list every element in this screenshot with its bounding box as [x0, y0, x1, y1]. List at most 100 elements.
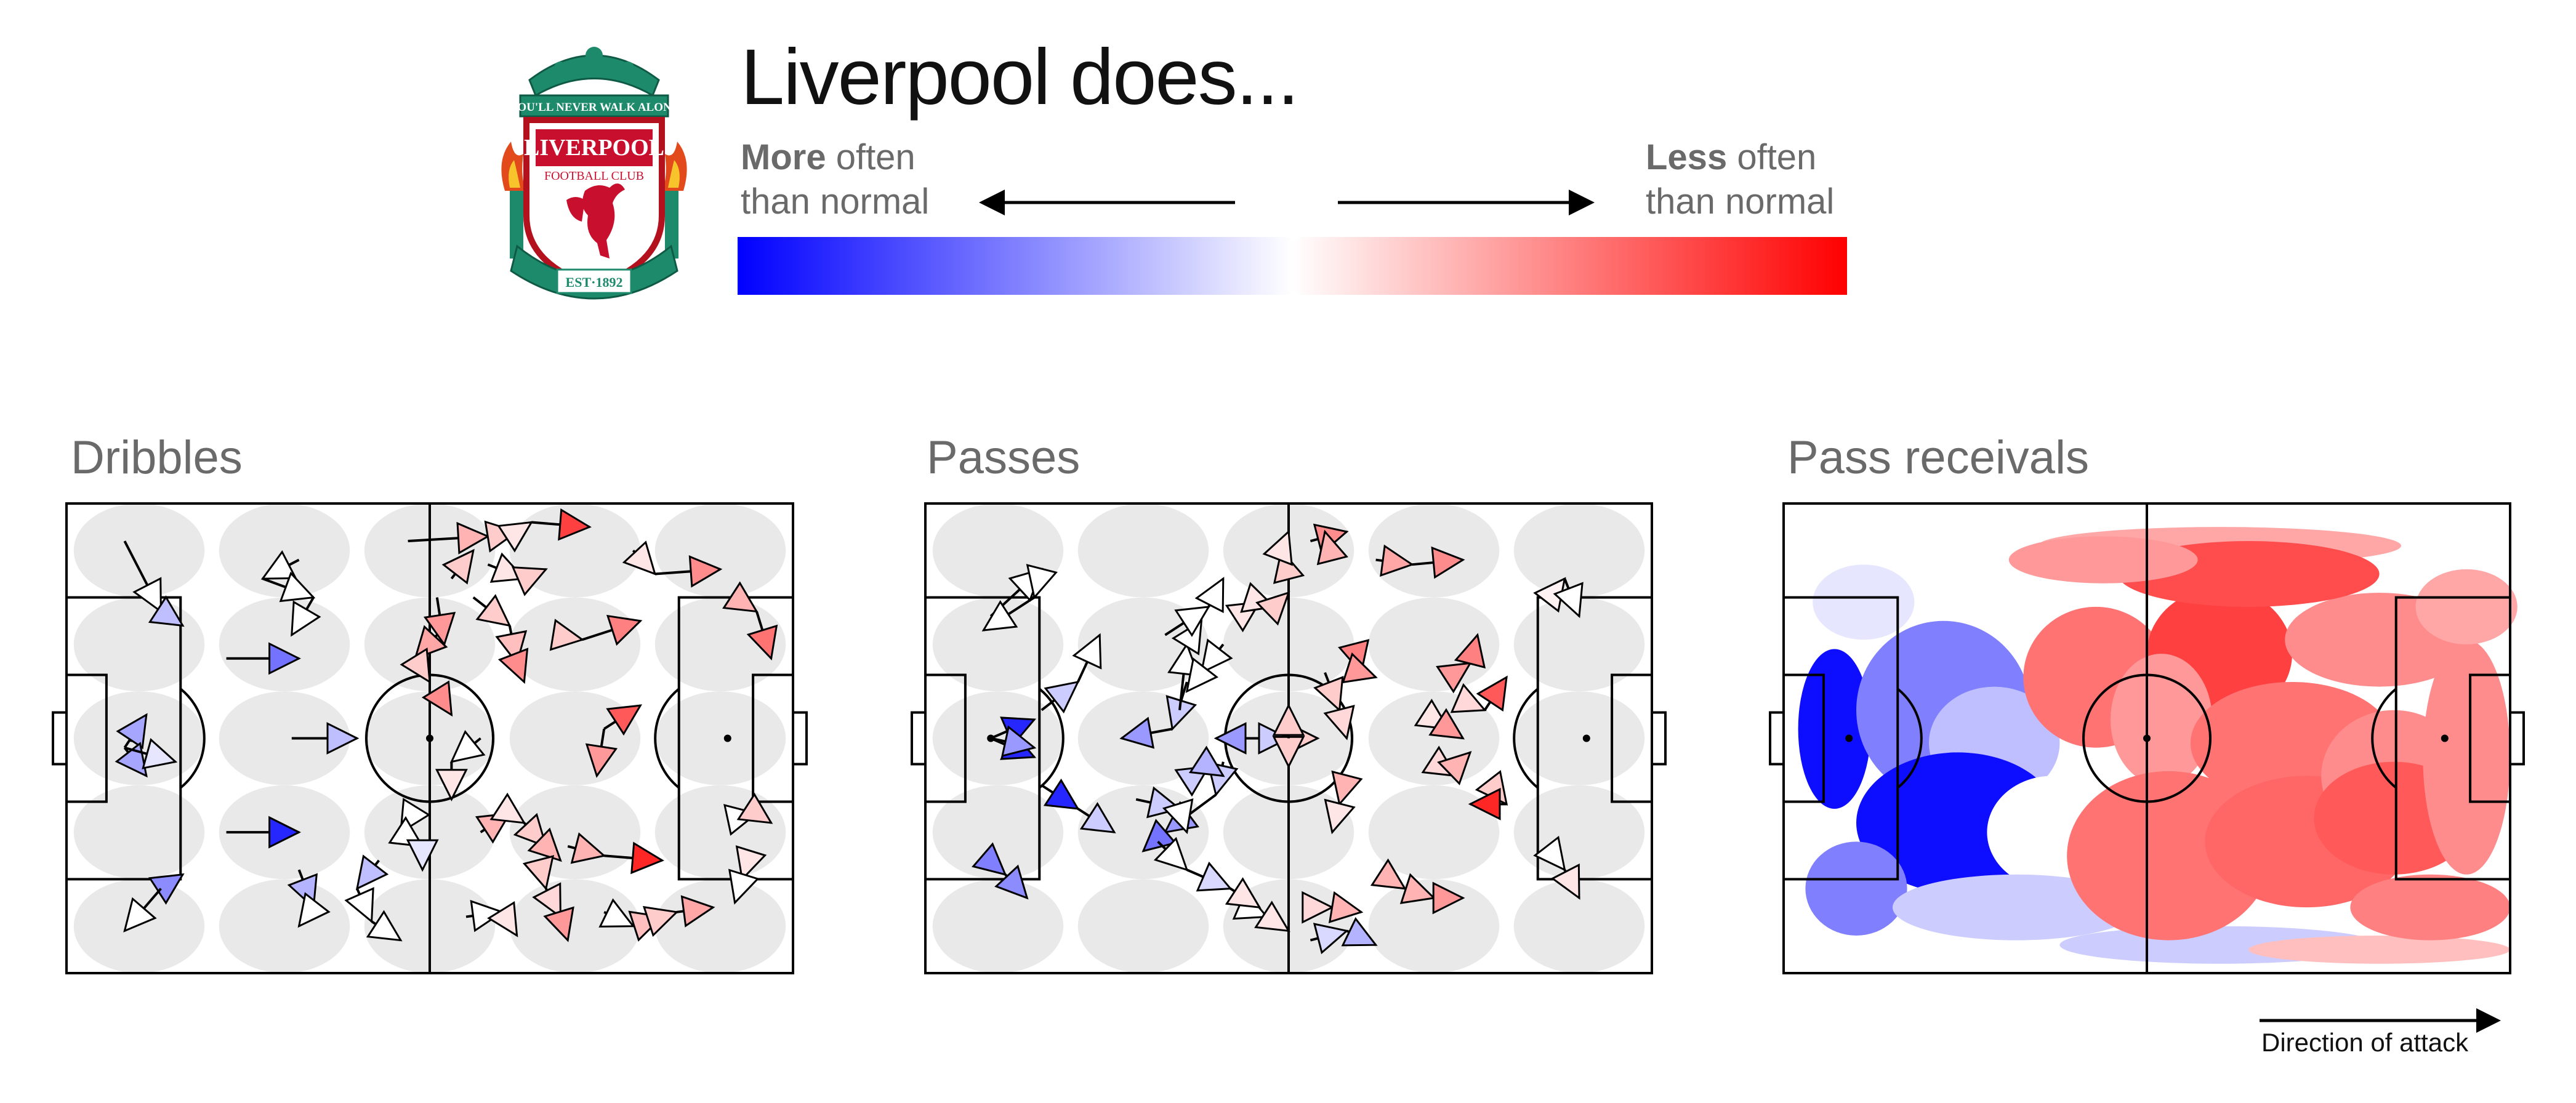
- penalty-spot-right: [723, 734, 731, 742]
- pitch-panel-2: [1769, 502, 2525, 974]
- zone-blob: [73, 597, 205, 692]
- panel-title-passes: Passes: [927, 431, 1081, 484]
- pitch-panel-0: [52, 502, 808, 974]
- direction-arrow-mark: [1553, 582, 1584, 619]
- zone-blob: [654, 503, 786, 598]
- direction-arrow-mark: [388, 816, 425, 848]
- goal-left: [52, 711, 68, 766]
- direction-arrow-mark: [423, 611, 456, 647]
- zone-blob: [1513, 879, 1645, 973]
- direction-arrow-mark: [1185, 657, 1218, 693]
- direction-arrow-mark: [532, 882, 561, 919]
- direction-arrow-mark: [585, 743, 618, 778]
- direction-arrow-mark: [1476, 675, 1508, 712]
- left-arrow-icon: [979, 190, 1235, 215]
- direction-arrow-mark: [630, 841, 664, 875]
- zone-blob: [654, 879, 786, 973]
- direction-arrow-mark: [511, 566, 548, 596]
- direction-arrow-mark: [1302, 891, 1335, 924]
- direction-arrow-mark: [421, 680, 453, 717]
- direction-arrow-mark: [1342, 652, 1378, 684]
- goal-right: [792, 711, 808, 766]
- direction-arrow-mark: [688, 555, 723, 588]
- legend-less-rest: often: [1727, 137, 1817, 177]
- direction-arrow-mark: [1119, 716, 1155, 749]
- direction-arrow-mark: [1436, 662, 1472, 694]
- direction-arrow-mark: [622, 540, 657, 576]
- direction-arrow-mark: [1153, 836, 1189, 872]
- direction-arrow-mark: [522, 855, 555, 891]
- direction-arrow-mark: [1533, 835, 1566, 872]
- zone-blob: [73, 503, 205, 598]
- legend-more-rest: often: [826, 137, 916, 177]
- zone-blob: [1077, 879, 1209, 973]
- direction-arrow-mark: [355, 854, 389, 891]
- receival-zone-ellipse: [2415, 569, 2518, 644]
- penalty-arc-left: [1897, 688, 1923, 789]
- direction-arrow-mark: [1214, 722, 1247, 755]
- direction-arrow-mark: [1194, 577, 1225, 614]
- zone-blob: [1368, 785, 1500, 880]
- legend-more-bold: More: [741, 137, 826, 177]
- direction-arrow-mark: [279, 571, 316, 603]
- direction-arrow-mark: [543, 906, 574, 942]
- direction-arrow-icon: [2260, 1008, 2501, 1033]
- svg-text:EST·1892: EST·1892: [566, 275, 623, 290]
- direction-arrow-mark: [366, 910, 403, 942]
- direction-arrow-mark: [1454, 633, 1486, 669]
- center-circle: [2082, 673, 2212, 803]
- legend-graphic: [738, 190, 1847, 295]
- color-bar: [738, 237, 1847, 295]
- direction-arrow-mark: [1188, 745, 1225, 777]
- zone-blob: [73, 879, 205, 973]
- direction-arrow-mark: [1200, 638, 1233, 675]
- goal-right: [2509, 711, 2525, 766]
- zone-blob: [1077, 785, 1209, 880]
- direction-arrow-mark: [1370, 858, 1407, 890]
- direction-arrow-mark: [1072, 633, 1102, 670]
- direction-arrow-mark: [1328, 891, 1364, 923]
- direction-of-attack-label: Direction of attack: [2261, 1028, 2469, 1057]
- direction-arrow-mark: [132, 577, 162, 614]
- zone-blob: [509, 597, 641, 692]
- direction-arrow-mark: [1262, 529, 1293, 566]
- legend-less-line2: than normal: [1646, 182, 1835, 222]
- zone-blob: [219, 691, 350, 785]
- legend-more-line2: than normal: [741, 182, 930, 222]
- direction-arrow-mark: [487, 900, 518, 937]
- zone-blob: [932, 691, 1064, 785]
- legend-less-label: Less often than normal: [1646, 135, 1904, 224]
- zone-blob: [654, 785, 786, 880]
- direction-arrow-mark: [260, 550, 297, 580]
- direction-arrow-mark: [268, 816, 301, 849]
- direction-arrow-mark: [1380, 544, 1414, 577]
- zone-blob: [1513, 691, 1645, 785]
- panel-title-dribbles: Dribbles: [71, 431, 243, 484]
- direction-arrow-mark: [549, 619, 585, 651]
- receival-zone-ellipse: [2008, 536, 2198, 584]
- direction-arrow-mark: [994, 864, 1029, 900]
- zone-blob: [219, 597, 350, 692]
- right-arrow-icon: [1338, 190, 1595, 215]
- page-title: Liverpool does...: [741, 33, 1299, 121]
- penalty-spot-left: [1845, 734, 1853, 742]
- direction-arrow-mark: [326, 722, 360, 755]
- direction-arrow-mark: [1162, 798, 1194, 835]
- direction-arrow-mark: [470, 899, 505, 933]
- direction-arrow-mark: [291, 600, 321, 637]
- direction-arrow-mark: [527, 827, 562, 862]
- penalty-spot-right: [2441, 734, 2449, 742]
- liverpool-crest-logo: YOU'LL NEVER WALK ALONE LIVERPOOL FOOTBA…: [501, 47, 687, 300]
- direction-arrow-mark: [1254, 900, 1290, 933]
- direction-arrow-mark: [570, 832, 606, 864]
- penalty-arc-right: [654, 688, 680, 789]
- zone-blob: [1077, 503, 1209, 598]
- direction-arrow-mark: [123, 897, 157, 933]
- zone-blob: [73, 785, 205, 880]
- direction-arrow-mark: [1432, 881, 1465, 915]
- receival-zone-ellipse: [2423, 640, 2510, 875]
- direction-arrow-mark: [972, 842, 1007, 876]
- direction-arrow-mark: [1341, 916, 1378, 947]
- direction-arrow-mark: [1324, 798, 1356, 835]
